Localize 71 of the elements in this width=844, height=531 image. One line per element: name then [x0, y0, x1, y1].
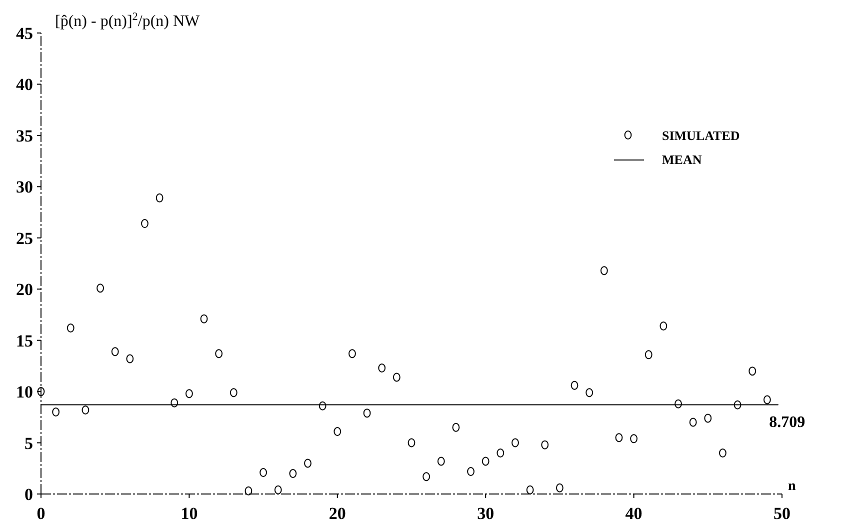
point	[763, 395, 771, 404]
y-tick-label: 5	[24, 434, 33, 453]
point	[541, 440, 549, 450]
point	[96, 284, 104, 293]
point	[318, 401, 326, 410]
point	[200, 314, 208, 324]
x-tick-label: 50	[774, 504, 790, 523]
point	[615, 433, 623, 442]
point	[422, 472, 430, 482]
point	[260, 468, 267, 477]
y-tick-label: 35	[16, 126, 33, 146]
x-tick-label: 30	[477, 504, 494, 523]
y-tick-label: 25	[16, 228, 33, 248]
annotation: 8.709	[769, 414, 806, 431]
point	[392, 372, 400, 382]
point	[111, 347, 119, 356]
point	[630, 434, 638, 444]
y-axis-title: [p̂(n) - p(n)]$^{2}$/p(n) NW	[55, 11, 201, 30]
point	[526, 485, 534, 494]
point	[674, 399, 682, 408]
point	[244, 486, 252, 496]
x-tick-label: 0	[36, 504, 46, 523]
y-tick-label: 20	[16, 280, 33, 300]
x-tick-label: 20	[328, 504, 346, 523]
point	[82, 405, 90, 414]
point	[408, 438, 416, 448]
point	[348, 349, 356, 358]
point	[452, 422, 460, 432]
y-tick-label: 15	[16, 331, 33, 350]
point	[600, 266, 608, 276]
point	[126, 354, 134, 364]
point	[482, 456, 490, 466]
point	[304, 458, 312, 468]
legend-label: MEAN	[662, 152, 702, 167]
point	[748, 366, 756, 376]
point	[334, 427, 342, 436]
point	[644, 350, 652, 360]
point	[689, 418, 697, 427]
point	[215, 349, 223, 358]
x-tick-label: 10	[180, 504, 198, 523]
x-tick-label: 40	[625, 504, 642, 523]
legend-label: SIMULATED	[662, 128, 740, 143]
point	[704, 414, 712, 423]
point	[52, 408, 60, 417]
point	[378, 363, 386, 372]
point	[437, 456, 445, 466]
y-tick-label: 45	[16, 24, 33, 43]
point	[37, 387, 45, 396]
point	[496, 448, 504, 458]
x-axis-title: n	[788, 479, 796, 494]
point	[156, 193, 164, 202]
y-tick-label: 30	[16, 178, 33, 197]
point	[170, 398, 178, 408]
point	[660, 321, 668, 330]
point	[734, 400, 742, 410]
point	[719, 448, 726, 458]
point	[512, 438, 519, 448]
point	[66, 324, 74, 333]
point	[230, 388, 238, 398]
point	[363, 408, 371, 418]
y-tick-label: 40	[16, 75, 33, 94]
point	[274, 485, 282, 494]
point	[141, 219, 148, 228]
point	[289, 469, 297, 478]
point	[467, 466, 474, 476]
point	[586, 388, 594, 398]
y-tick-label: 10	[16, 382, 33, 402]
y-tick-label: 0	[24, 485, 33, 504]
point	[186, 389, 193, 398]
point	[570, 380, 578, 390]
point	[556, 483, 564, 492]
